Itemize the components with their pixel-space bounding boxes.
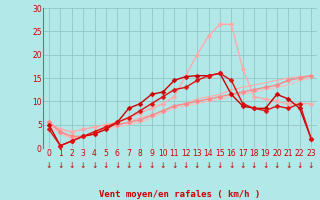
Text: ↓: ↓ (182, 161, 189, 170)
Text: ↓: ↓ (148, 161, 155, 170)
Text: ↓: ↓ (80, 161, 86, 170)
Text: ↓: ↓ (297, 161, 303, 170)
Text: ↓: ↓ (103, 161, 109, 170)
Text: ↓: ↓ (274, 161, 280, 170)
Text: ↓: ↓ (262, 161, 269, 170)
Text: ↓: ↓ (46, 161, 52, 170)
Text: ↓: ↓ (205, 161, 212, 170)
Text: ↓: ↓ (228, 161, 235, 170)
Text: ↓: ↓ (137, 161, 143, 170)
Text: ↓: ↓ (194, 161, 200, 170)
Text: Vent moyen/en rafales ( km/h ): Vent moyen/en rafales ( km/h ) (100, 190, 260, 199)
Text: ↓: ↓ (239, 161, 246, 170)
Text: ↓: ↓ (217, 161, 223, 170)
Text: ↓: ↓ (160, 161, 166, 170)
Text: ↓: ↓ (91, 161, 98, 170)
Text: ↓: ↓ (125, 161, 132, 170)
Text: ↓: ↓ (68, 161, 75, 170)
Text: ↓: ↓ (171, 161, 178, 170)
Text: ↓: ↓ (308, 161, 314, 170)
Text: ↓: ↓ (285, 161, 292, 170)
Text: ↓: ↓ (251, 161, 257, 170)
Text: ↓: ↓ (114, 161, 121, 170)
Text: ↓: ↓ (57, 161, 63, 170)
